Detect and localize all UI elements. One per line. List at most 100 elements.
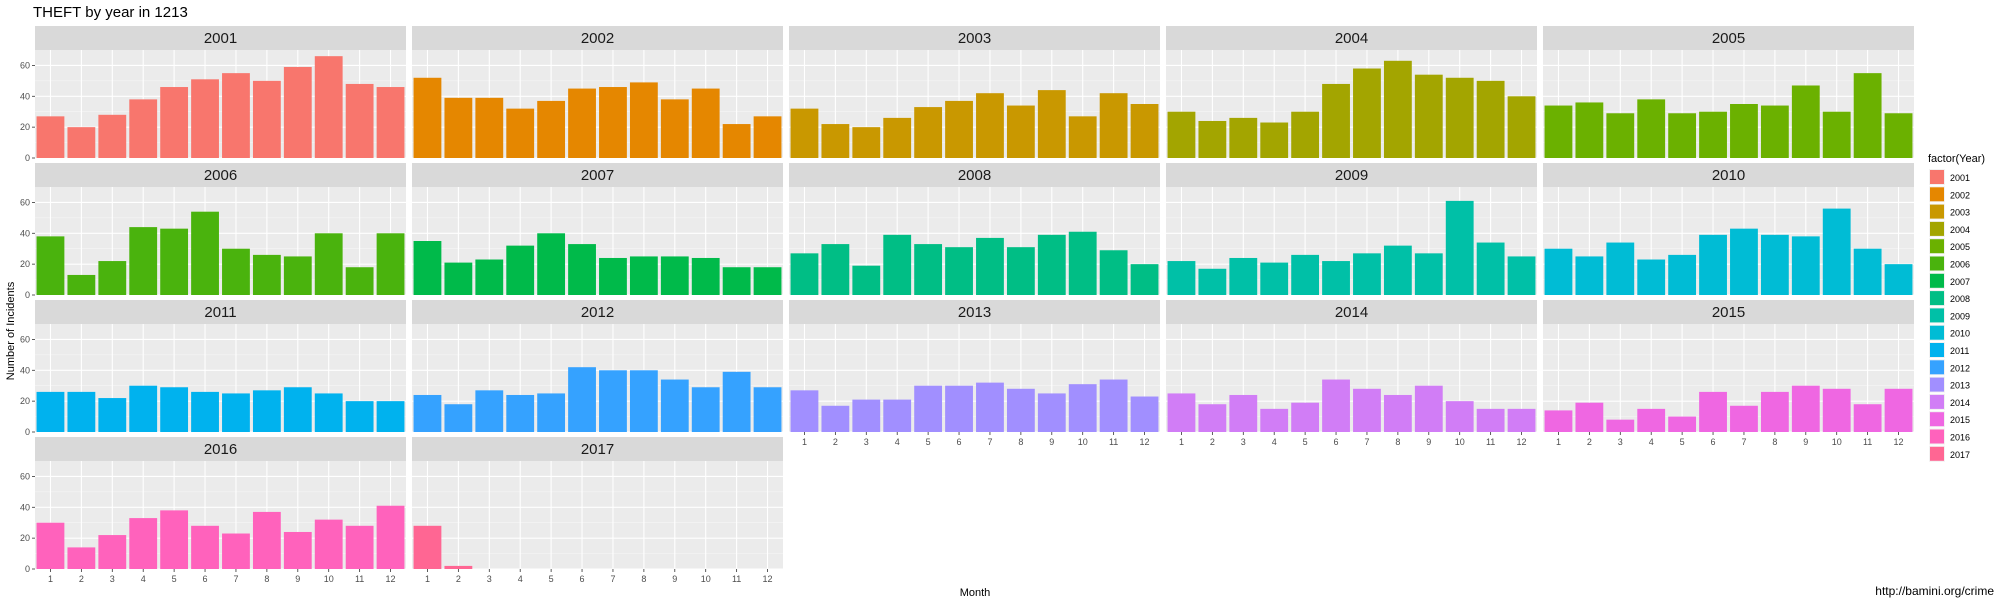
bar-2013-1: [790, 390, 819, 432]
facet-panel-2006: 2006 0 20 40 60: [20, 163, 406, 300]
facet-strip-label: 2003: [958, 30, 991, 47]
bar-2003-4: [883, 117, 912, 158]
bar-2010-3: [1606, 242, 1635, 295]
bar-2009-1: [1167, 261, 1196, 295]
bar-2002-8: [629, 82, 658, 158]
facet-strip-label: 2011: [204, 304, 236, 321]
bar-2002-10: [691, 88, 720, 158]
bar-2005-1: [1544, 105, 1573, 158]
x-tick-label: 2: [833, 437, 838, 447]
bar-2013-6: [945, 385, 973, 432]
x-tick-label: 3: [110, 574, 115, 584]
x-tick-label: 9: [672, 574, 677, 584]
bar-2011-1: [36, 391, 65, 432]
bar-2013-10: [1068, 384, 1097, 432]
facet-strip: [412, 26, 783, 50]
bar-2013-9: [1037, 393, 1066, 432]
bar-2005-7: [1730, 104, 1758, 158]
bar-2016-3: [98, 535, 127, 569]
bar-2013-3: [852, 399, 881, 432]
bar-2002-5: [537, 100, 566, 158]
chart-title: THEFT by year in 1213: [33, 4, 188, 21]
facet-panel-2005: 2005: [1543, 26, 1914, 159]
x-tick-label: 3: [1241, 437, 1246, 447]
bar-2009-11: [1476, 242, 1505, 295]
bar-2011-6: [191, 391, 219, 432]
bar-2015-2: [1575, 402, 1604, 432]
bar-2008-7: [976, 237, 1004, 295]
bar-2012-2: [444, 404, 473, 432]
bar-2009-3: [1229, 257, 1258, 295]
x-tick-label: 9: [295, 574, 300, 584]
bar-2002-7: [599, 87, 627, 158]
bar-2016-1: [36, 522, 65, 569]
panel-background: [35, 461, 406, 569]
bar-2007-8: [629, 256, 658, 295]
legend-label-2003: 2003: [1950, 208, 1970, 218]
bar-2004-3: [1229, 117, 1258, 158]
x-tick-label: 10: [1078, 437, 1088, 447]
x-tick-label: 5: [549, 574, 554, 584]
x-tick-label: 4: [1272, 437, 1277, 447]
bar-2002-6: [568, 88, 596, 158]
bar-2001-2: [67, 127, 96, 158]
bar-2015-6: [1699, 391, 1727, 432]
bar-2008-5: [914, 244, 943, 295]
y-tick-label: 20: [20, 122, 30, 132]
bar-2015-10: [1822, 388, 1851, 432]
bar-2006-2: [67, 274, 96, 295]
bar-2010-12: [1884, 264, 1913, 295]
x-tick-label: 10: [1455, 437, 1465, 447]
bar-2012-4: [506, 394, 535, 432]
legend-label-2010: 2010: [1950, 329, 1970, 339]
x-tick-label: 11: [1109, 437, 1118, 447]
bar-2012-1: [413, 394, 442, 432]
x-tick-label: 2: [456, 574, 461, 584]
y-tick-label: 20: [20, 259, 30, 269]
bar-2001-5: [160, 87, 189, 158]
bar-2005-4: [1637, 99, 1666, 158]
x-tick-label: 3: [487, 574, 492, 584]
x-tick-label: 11: [1863, 437, 1872, 447]
bar-2011-12: [376, 401, 405, 432]
legend-swatch-2010: [1930, 325, 1944, 340]
legend-swatch-2001: [1930, 170, 1944, 184]
bar-2003-9: [1037, 90, 1066, 158]
bar-2005-11: [1853, 73, 1882, 158]
x-tick-label: 4: [895, 437, 900, 447]
y-tick-label: 40: [20, 365, 30, 375]
bar-2006-1: [36, 236, 65, 295]
x-tick-label: 8: [1772, 437, 1777, 447]
bar-2009-12: [1507, 256, 1536, 295]
bar-2004-6: [1322, 83, 1350, 158]
bar-2014-12: [1507, 408, 1536, 432]
legend-label-2001: 2001: [1950, 173, 1970, 183]
bar-2001-12: [376, 87, 405, 158]
facet-strip: [1166, 300, 1537, 324]
bar-2001-9: [283, 66, 312, 158]
x-tick-label: 7: [1364, 437, 1369, 447]
bar-2016-2: [67, 547, 96, 569]
panel-background: [412, 461, 783, 569]
facet-panel-2007: 2007: [412, 163, 783, 296]
bar-2006-12: [376, 233, 405, 295]
bar-2011-3: [98, 398, 127, 432]
bar-2013-5: [914, 385, 943, 432]
bar-2007-11: [722, 267, 751, 295]
facet-strip-label: 2014: [1335, 304, 1368, 321]
source-caption: http://bamini.org/crime: [1875, 584, 1994, 598]
bar-2007-7: [599, 257, 627, 295]
bar-2008-6: [945, 247, 973, 295]
x-tick-label: 6: [957, 437, 962, 447]
bar-2014-6: [1322, 379, 1350, 432]
bar-2007-4: [506, 245, 535, 295]
bar-2006-8: [252, 254, 281, 295]
x-tick-label: 12: [1140, 437, 1150, 447]
x-tick-label: 6: [203, 574, 208, 584]
facet-strip-label: 2010: [1712, 167, 1745, 184]
bar-2015-8: [1760, 391, 1789, 432]
bar-2010-6: [1699, 234, 1727, 295]
x-tick-label: 5: [926, 437, 931, 447]
facet-strip: [1166, 26, 1537, 50]
